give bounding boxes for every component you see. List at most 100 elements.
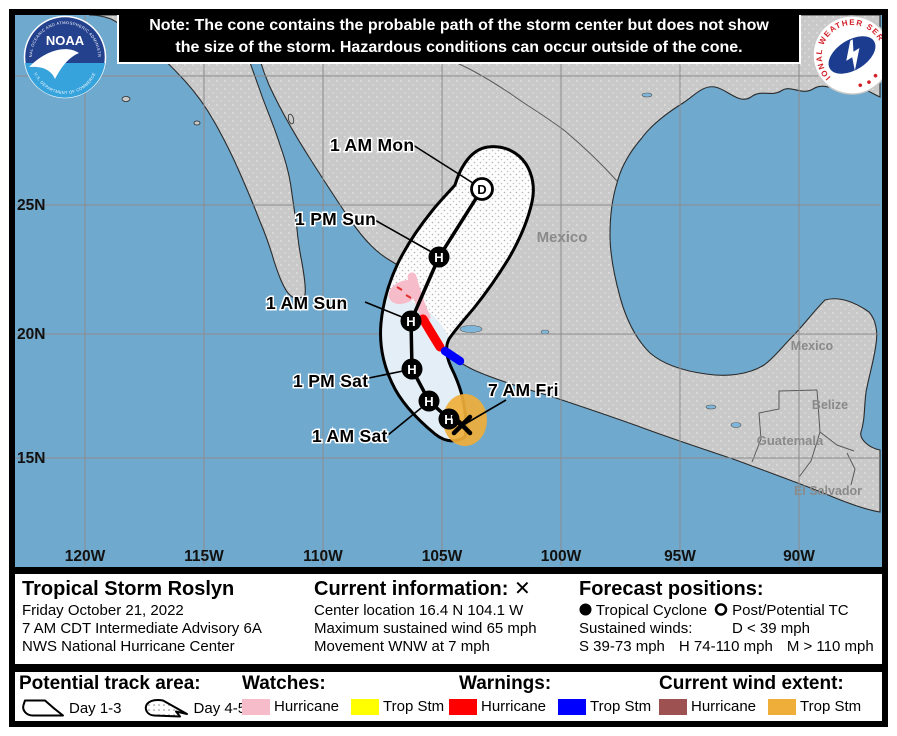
h-marker: H — [401, 358, 423, 380]
max-wind: Maximum sustained wind 65 mph — [314, 620, 537, 637]
extent-trop-stm-label: Trop Stm — [800, 698, 862, 715]
h-marker: H — [418, 390, 440, 412]
sustained-winds-line: Sustained winds: D < 39 mph — [579, 620, 810, 637]
day1-3-cone-icon — [22, 699, 64, 717]
graticule-labels: 25N 20N 15N 120W 115W 110W 105W 100W 95W… — [17, 197, 815, 565]
h-marker: H — [428, 246, 450, 268]
trop-stm-extent-swatch — [768, 698, 797, 715]
svg-text:H: H — [434, 250, 443, 265]
nws-logo: NATIONAL WEATHER SERVICE — [810, 15, 882, 95]
divider — [15, 567, 882, 574]
storm-info-panel: Tropical Storm Roslyn Friday October 21,… — [22, 578, 262, 656]
lon-label: 90W — [783, 548, 815, 565]
lon-label: 120W — [65, 548, 106, 565]
watch-island-marks — [396, 286, 412, 299]
warning-hurricane-label: Hurricane — [481, 698, 547, 715]
noaa-gull-icon — [29, 49, 79, 79]
day4-5-label: Day 4-5 — [193, 699, 247, 717]
lon-label: 105W — [422, 548, 463, 565]
divider — [15, 664, 882, 672]
warnings-heading: Warnings: — [459, 673, 552, 694]
trop-stm-watch-swatch — [351, 698, 380, 715]
svg-text:H: H — [406, 314, 415, 329]
track-labels: 1 AM Mon 1 PM Sun 1 AM Sun 1 PM Sat 1 AM… — [265, 134, 560, 448]
center-location: Center location 16.4 N 104.1 W — [314, 602, 524, 619]
h-marker: H — [438, 408, 460, 430]
extent-hurricane-label: Hurricane — [691, 698, 757, 715]
hurricane-watch-islands — [388, 280, 420, 304]
warnings-legend: Warnings: Hurricane Trop Stm — [449, 674, 651, 715]
day1-3-label: Day 1-3 — [69, 699, 122, 717]
agency-name: NWS National Hurricane Center — [22, 638, 235, 655]
note-line1: Note: The cone contains the probable pat… — [149, 17, 769, 34]
current-position-x-glyph: ✕ — [514, 578, 531, 600]
nws-lightning-icon — [846, 39, 860, 71]
content-area: 25N 20N 15N 120W 115W 110W 105W 100W 95W… — [15, 15, 882, 721]
d-marker: D — [470, 177, 494, 201]
lon-label: 95W — [664, 548, 696, 565]
hurricane-watch-swatch — [242, 698, 270, 715]
lat-label: 15N — [17, 450, 45, 467]
watches-heading: Watches: — [242, 673, 326, 694]
storm-title: Tropical Storm Roslyn — [22, 578, 235, 600]
track-label-sun-1am: 1 AM Sun — [266, 293, 347, 313]
post-potential-circle-icon — [714, 603, 728, 616]
current-position-x — [451, 414, 473, 436]
forecast-positions-panel: Forecast positions: Tropical Cyclone Pos… — [579, 578, 874, 656]
h-marker: H — [400, 310, 422, 332]
warning-trop-stm-label: Trop Stm — [590, 698, 652, 715]
hurricane-watch-coast — [407, 272, 431, 322]
country-labels: Mexico Mexico Belize Guatemala El Salvad… — [537, 229, 863, 498]
forecast-marker-legend: Tropical Cyclone Post/Potential TC — [579, 602, 874, 620]
country-label-yucatan: Mexico — [791, 339, 834, 353]
day4-5-cone-icon — [144, 698, 188, 718]
label-leaders — [353, 144, 507, 436]
gridlines — [15, 15, 880, 565]
hurricane-warning-line — [418, 314, 445, 352]
potential-track-heading: Potential track area: — [19, 673, 201, 694]
forecast-map: 25N 20N 15N 120W 115W 110W 105W 100W 95W… — [15, 15, 881, 567]
forecast-point-markers: H H H H H — [400, 177, 494, 436]
advisory-date: Friday October 21, 2022 — [22, 602, 184, 619]
svg-text:H: H — [407, 362, 416, 377]
watches-legend: Watches: Hurricane Trop Stm — [242, 674, 444, 715]
svg-text:H: H — [444, 412, 453, 427]
movement: Movement WNW at 7 mph — [314, 638, 490, 655]
trop-stm-warning-swatch — [558, 698, 587, 715]
svg-text:H: H — [424, 394, 433, 409]
watch-trop-stm-label: Trop Stm — [383, 698, 445, 715]
tropical-cyclone-dot-icon — [579, 603, 592, 616]
lon-label: 100W — [541, 548, 582, 565]
track-label-sun-1pm: 1 PM Sun — [295, 209, 376, 229]
country-label-belize: Belize — [812, 398, 848, 412]
wind-extent-legend: Current wind extent: Hurricane Trop Stm — [659, 674, 861, 715]
country-label-mexico: Mexico — [537, 229, 588, 246]
hurricane-extent-swatch — [659, 698, 687, 715]
watch-hurricane-label: Hurricane — [274, 698, 340, 715]
trop-storm-warning-line — [440, 346, 465, 366]
noaa-logo-text: NOAA — [46, 33, 85, 48]
lat-label: 20N — [17, 326, 45, 343]
noaa-logo: NATIONAL OCEANIC AND ATMOSPHERIC ADMINIS… — [23, 15, 107, 99]
track-label-sat-1am: 1 AM Sat — [312, 426, 388, 446]
track-label-fri-7am: 7 AM Fri — [488, 380, 559, 400]
track-label-mon-1am: 1 AM Mon — [330, 135, 414, 155]
forecast-positions-heading: Forecast positions: — [579, 578, 764, 600]
map-area: 25N 20N 15N 120W 115W 110W 105W 100W 95W… — [15, 15, 882, 567]
land-baja-california — [88, 15, 306, 299]
track-label-sat-1pm: 1 PM Sat — [293, 371, 368, 391]
svg-text:D: D — [477, 182, 486, 197]
cone-day1-3 — [380, 294, 467, 441]
note-line2: the size of the storm. Hazardous conditi… — [175, 39, 743, 56]
cone-note: Note: The cone contains the probable pat… — [117, 15, 801, 64]
lon-label: 110W — [303, 548, 343, 565]
wind-categories-line: S 39-73 mph H 74-110 mph M > 110 mph — [579, 638, 874, 655]
info-row: Tropical Storm Roslyn Friday October 21,… — [15, 574, 882, 664]
wind-extent-heading: Current wind extent: — [659, 673, 844, 694]
lakes — [459, 92, 742, 428]
legend-row: Potential track area: Day 1-3 — [15, 672, 882, 721]
advisory-number: 7 AM CDT Intermediate Advisory 6A — [22, 620, 262, 637]
country-label-guatemala: Guatemala — [757, 433, 824, 448]
lon-label: 115W — [184, 548, 224, 565]
